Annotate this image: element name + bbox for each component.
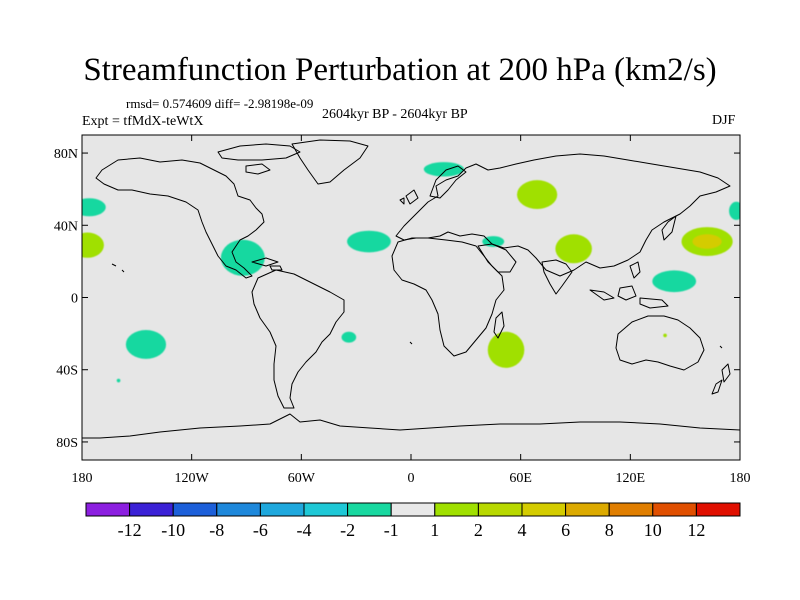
colorbar-swatch [85,502,131,517]
colorbar-swatch [347,502,392,517]
colorbar-swatch [172,502,218,517]
coast-new-zealand [711,363,731,395]
colorbar-swatch [565,502,610,517]
lon-tick-label: 60W [288,471,316,486]
coast-greenland [291,139,369,185]
lat-tick-label: 0 [71,292,78,307]
coastlines [82,139,740,439]
colorbar-label: 6 [561,520,570,540]
colorbar-label: -6 [253,520,268,540]
colorbar-swatch [608,502,654,517]
coast-arctic-islands [217,143,301,175]
coast-southeast-asia [589,215,677,309]
colorbar-label: -4 [297,520,312,540]
anomaly-region-11 [125,330,167,359]
lon-tick-label: 0 [408,471,415,486]
lon-tick-label: 120E [616,471,646,486]
coast-south-america [251,269,345,409]
coast-india [541,259,573,295]
colorbar-swatch [652,502,697,517]
colorbar-label: 8 [605,520,614,540]
coast-australia [615,315,705,371]
colorbar-swatch [477,502,523,517]
anomaly-region-2 [82,198,106,217]
anomaly-region-14 [663,333,667,338]
colorbar-swatch [434,502,479,517]
coast-africa [391,237,505,357]
axis-ticks: 180 120W 60W 0 60E 120E 180 80N 40N 0 40S 80S [54,135,751,486]
coast-antarctica [82,413,740,439]
lat-tick-label: 40N [54,219,78,234]
colorbar-label: 4 [518,520,527,540]
lat-tick-label: 80S [56,436,78,451]
colorbar-label: -12 [118,520,142,540]
anomaly-region-1 [517,180,558,210]
season-label: DJF [712,113,736,128]
colorbar-swatch [521,502,567,517]
colorbar-label: 1 [430,520,439,540]
coast-north-america [95,157,265,279]
lon-tick-label: 180 [730,471,751,486]
colorbar-swatch [216,502,261,517]
colorbar-swatch [129,502,174,517]
coast-scandinavia [429,165,467,199]
map-background [82,135,740,460]
lat-tick-label: 40S [56,364,78,379]
plot-title: Streamfunction Perturbation at 200 hPa (… [83,52,717,88]
coast-british-isles [399,189,419,205]
colorbar-label: 12 [687,520,705,540]
anomaly-region-10 [652,270,697,293]
stats-label: rmsd= 0.574609 diff= -2.98198e-09 [126,96,314,111]
anomaly-region-15 [116,378,121,383]
coast-caribbean [251,257,283,271]
colorbar-swatch [259,502,305,517]
colorbar-swatch [303,502,349,517]
anomaly-region-9 [692,234,722,249]
anomaly-layer [82,162,740,383]
anomaly-region-5 [347,230,391,253]
anomaly-region-0 [423,162,465,177]
colorbar: -12 -10 -8 -6 -4 -2 -1 1 2 4 6 8 10 12 [85,502,741,540]
period-label: 2604kyr BP - 2604kyr BP [322,107,468,122]
anomaly-region-16 [729,201,740,220]
lon-tick-label: 180 [72,471,93,486]
anomaly-region-13 [487,331,525,368]
anomaly-region-12 [341,331,357,343]
colorbar-label: -1 [384,520,399,540]
coast-eurasia [395,153,731,277]
coast-small-islands [111,263,723,349]
colorbar-label: -10 [161,520,185,540]
colorbar-label: 2 [474,520,483,540]
lon-tick-label: 120W [175,471,210,486]
lon-tick-label: 60E [509,471,532,486]
colorbar-label: -2 [340,520,355,540]
colorbar-label: -8 [209,520,224,540]
anomaly-region-4 [220,239,265,276]
colorbar-label: 10 [644,520,662,540]
colorbar-swatch [695,502,741,517]
colorbar-swatch [390,502,436,517]
coast-arabia [477,243,517,273]
anomaly-region-3 [82,232,104,258]
anomaly-region-7 [555,234,592,264]
lat-tick-label: 80N [54,147,78,162]
experiment-label: Expt = tfMdX-teWtX [82,114,204,129]
coast-madagascar [493,311,505,339]
